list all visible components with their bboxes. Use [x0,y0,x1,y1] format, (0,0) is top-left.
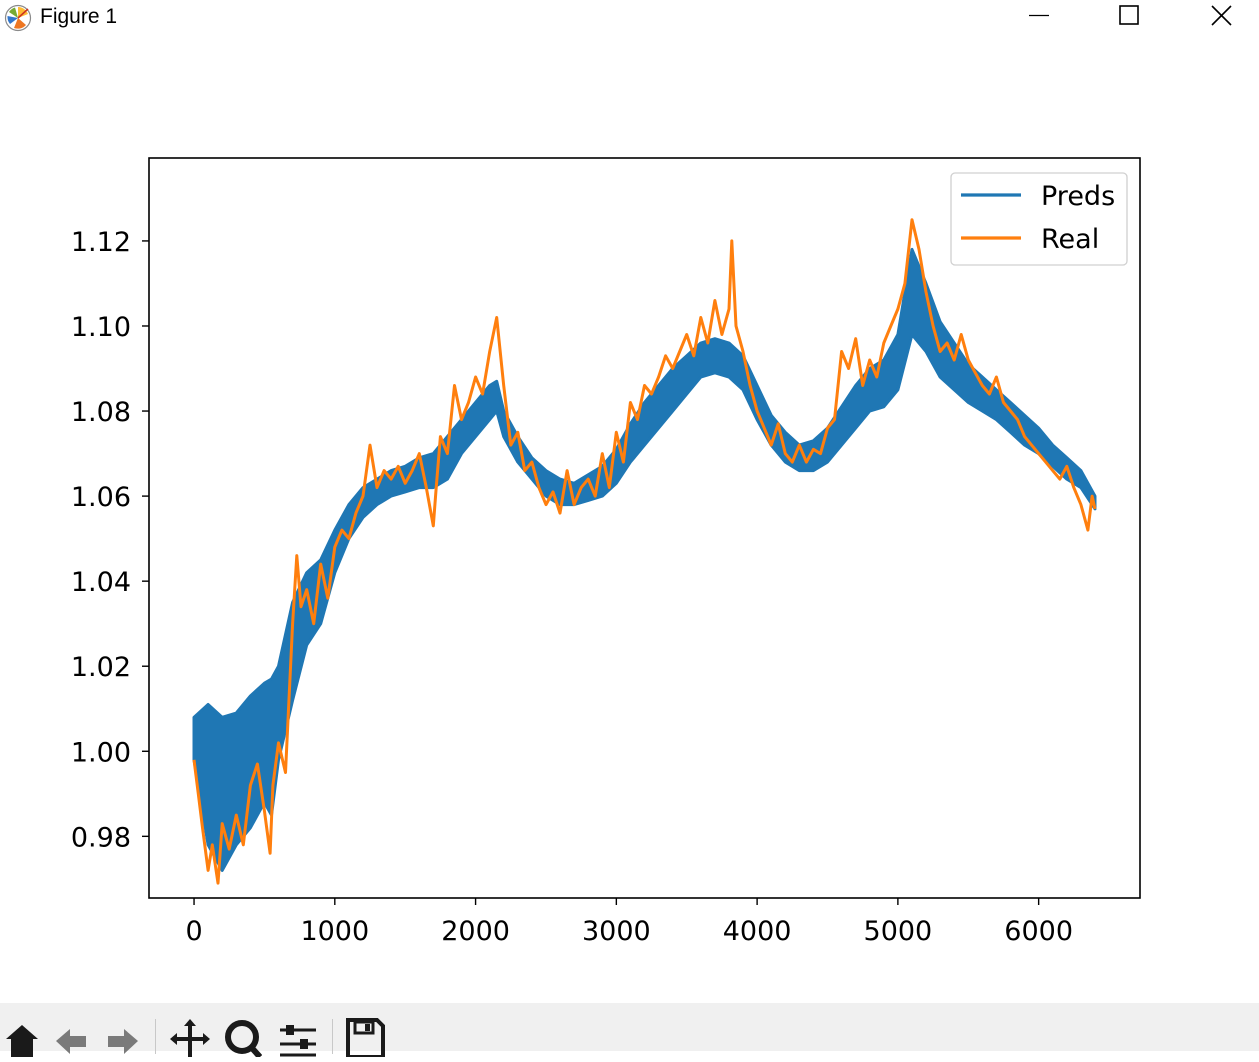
y-tick-label: 1.12 [71,227,131,258]
maximize-button[interactable] [1106,0,1152,34]
legend-label-real: Real [1041,224,1099,255]
pan-button[interactable] [170,1017,210,1057]
zoom-icon [225,1020,263,1060]
minimize-button[interactable] [1016,0,1062,34]
matplotlib-icon [4,4,32,32]
toolbar-separator [332,1019,333,1054]
home-button[interactable] [2,1017,42,1057]
save-icon [346,1018,385,1059]
y-tick-label: 1.10 [71,312,131,343]
legend-label-preds: Preds [1041,181,1115,212]
x-tick-label: 5000 [864,916,933,947]
y-tick-label: 1.00 [71,737,131,768]
figure-canvas[interactable]: 0 1000 2000 3000 4000 5000 6000 0.98 1.00 1.02 1.0… [0,36,1259,1002]
toolbar-separator [155,1019,156,1054]
series-layer [192,218,1097,885]
configure-subplots-button[interactable] [278,1017,318,1057]
y-tick-label: 1.06 [71,482,131,513]
minimize-icon [1029,14,1049,17]
window-titlebar: Figure 1 [0,0,1259,36]
pan-icon [170,1019,210,1057]
forward-icon [108,1029,138,1054]
window-title: Figure 1 [40,5,118,28]
line-chart: 0 1000 2000 3000 4000 5000 6000 0.98 1.00 1.02 1.0… [71,157,1141,947]
close-button[interactable] [1198,0,1244,34]
zoom-button[interactable] [222,1017,263,1060]
x-tick-label: 2000 [441,916,510,947]
x-tick-label: 6000 [1004,916,1073,947]
configure-subplots-icon [280,1025,316,1057]
y-tick-label: 1.04 [71,567,131,598]
y-tick-label: 1.08 [71,397,131,428]
back-icon [56,1029,86,1054]
forward-button[interactable] [102,1017,142,1057]
x-tick-label: 0 [185,916,202,947]
navigation-toolbar [0,1003,1259,1060]
plot-frame [148,157,1141,899]
series-line-real [192,218,1097,885]
save-button[interactable] [345,1017,385,1059]
y-tick-label: 1.02 [71,652,131,683]
plot-area [149,158,1140,898]
back-button[interactable] [52,1017,92,1057]
x-tick-label: 3000 [582,916,651,947]
home-icon [6,1025,38,1057]
axis-ticks: 0 1000 2000 3000 4000 5000 6000 0.98 1.00 1.02 1.0… [71,227,1073,947]
close-icon [1211,5,1232,26]
x-tick-label: 4000 [723,916,792,947]
x-tick-label: 1000 [300,916,369,947]
maximize-icon [1119,5,1139,25]
y-tick-label: 0.98 [71,822,131,853]
legend: Preds Real [950,172,1128,266]
